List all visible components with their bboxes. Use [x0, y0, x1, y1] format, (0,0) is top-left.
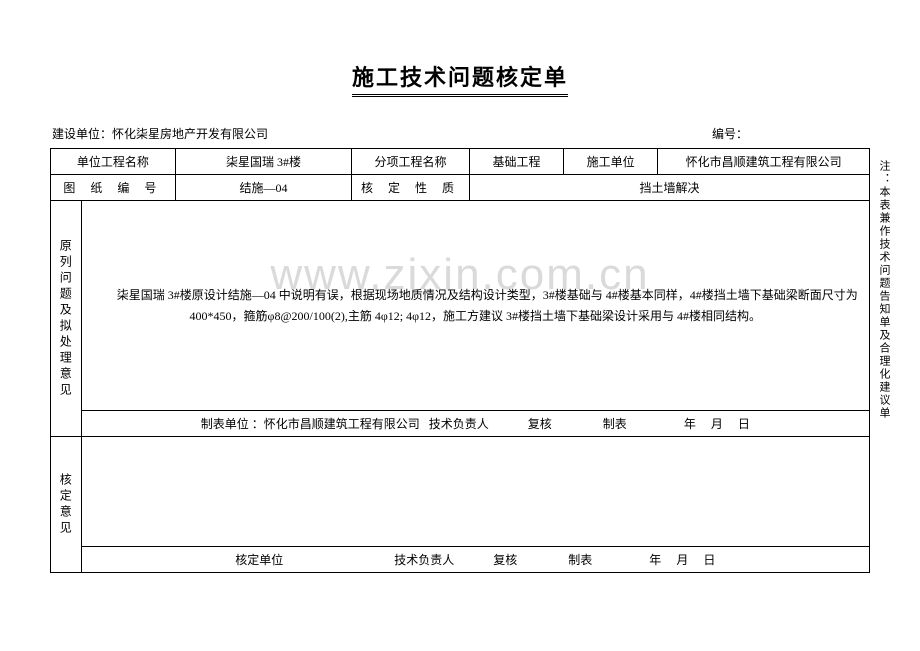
page-title: 施工技术问题核定单: [50, 60, 870, 97]
cell-unit-project-label: 单位工程名称: [51, 149, 176, 175]
header-right: 编号：: [712, 125, 868, 142]
s1-tech-label: 技术负责人: [429, 417, 489, 431]
header-right-label: 编号：: [712, 127, 748, 141]
table-row: 核定单位 技术负责人 复核 制表 年 月 日: [51, 547, 870, 573]
s1-make-label: 制表: [603, 417, 627, 431]
header-row: 建设单位：怀化柒星房地产开发有限公司 编号：: [50, 125, 870, 142]
cell-drawing-no-value: 结施—04: [175, 175, 352, 201]
section2-vlabel: 核定意见: [51, 437, 82, 573]
section1-footer: 制表单位 ：怀化市昌顺建筑工程有限公司 技术负责人 复核 制表 年 月 日: [81, 411, 869, 437]
section2-body: [81, 437, 869, 547]
main-table: 单位工程名称 柒星国瑞 3#楼 分项工程名称 基础工程 施工单位 怀化市昌顺建筑…: [50, 148, 870, 573]
header-left: 建设单位：怀化柒星房地产开发有限公司: [52, 125, 268, 142]
s1-month: 月: [711, 417, 723, 431]
header-left-label: 建设单位：: [52, 127, 112, 141]
s2-month: 月: [676, 553, 688, 567]
page: 施工技术问题核定单 建设单位：怀化柒星房地产开发有限公司 编号： 单位工程名称 …: [0, 0, 920, 573]
section1-vlabel: 原列问题及拟处理意见: [51, 201, 82, 437]
cell-sub-project-label: 分项工程名称: [352, 149, 470, 175]
section2-footer: 核定单位 技术负责人 复核 制表 年 月 日: [81, 547, 869, 573]
title-text: 施工技术问题核定单: [352, 60, 568, 97]
cell-drawing-no-label: 图 纸 编 号: [51, 175, 176, 201]
cell-contractor-value: 怀化市昌顺建筑工程有限公司: [658, 149, 870, 175]
cell-nature-value: 挡土墙解决: [469, 175, 869, 201]
s2-year: 年: [649, 553, 661, 567]
table-row: 核定意见: [51, 437, 870, 547]
cell-nature-label: 核 定 性 质: [352, 175, 470, 201]
table-row: 单位工程名称 柒星国瑞 3#楼 分项工程名称 基础工程 施工单位 怀化市昌顺建筑…: [51, 149, 870, 175]
section1-body: 柒星国瑞 3#楼原设计结施—04 中说明有误，根据现场地质情况及结构设计类型，3…: [81, 201, 869, 411]
s2-make-label: 制表: [568, 553, 592, 567]
s1-unit-label: 制表单位 ：: [201, 417, 264, 431]
table-row: 制表单位 ：怀化市昌顺建筑工程有限公司 技术负责人 复核 制表 年 月 日: [51, 411, 870, 437]
table-row: 原列问题及拟处理意见 柒星国瑞 3#楼原设计结施—04 中说明有误，根据现场地质…: [51, 201, 870, 411]
s2-tech-label: 技术负责人: [394, 553, 454, 567]
s2-day: 日: [703, 553, 715, 567]
cell-contractor-label: 施工单位: [564, 149, 658, 175]
side-note: 注：本表兼作技术问题告知单及合理化建议单: [874, 160, 890, 420]
s1-unit-value: 怀化市昌顺建筑工程有限公司: [264, 417, 420, 431]
s2-review-label: 复核: [493, 553, 517, 567]
header-left-value: 怀化柒星房地产开发有限公司: [112, 127, 268, 141]
s2-unit-label: 核定单位: [235, 553, 283, 567]
s1-day: 日: [738, 417, 750, 431]
cell-unit-project-value: 柒星国瑞 3#楼: [175, 149, 352, 175]
table-row: 图 纸 编 号 结施—04 核 定 性 质 挡土墙解决: [51, 175, 870, 201]
cell-sub-project-value: 基础工程: [469, 149, 563, 175]
s1-year: 年: [684, 417, 696, 431]
s1-review-label: 复核: [528, 417, 552, 431]
